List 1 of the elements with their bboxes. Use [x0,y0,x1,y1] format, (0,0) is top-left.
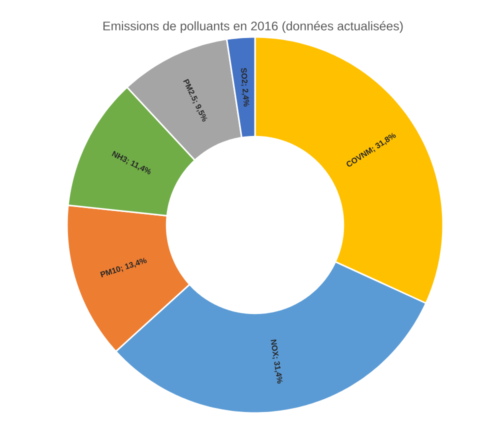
chart-title: Emissions de polluants en 2016 (données actualisées) [103,21,403,33]
